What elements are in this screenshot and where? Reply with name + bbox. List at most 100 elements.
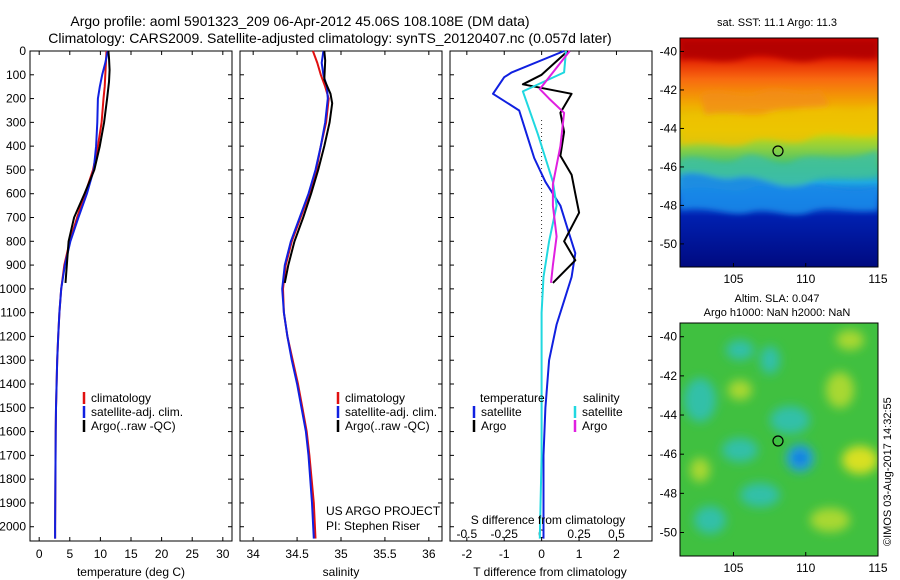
lon-tick-label: 115 <box>868 272 887 286</box>
x-tick-label: 0 <box>36 547 43 561</box>
temperature-series <box>54 50 111 539</box>
legend-temp-argo: Argo <box>481 419 507 433</box>
sla-map-axes: 105 110 115 -40 -42 -44 -46 -48 -50 <box>660 330 888 575</box>
lat-tick-label: -50 <box>660 237 678 251</box>
salinity-x-axis: 34 34.5 35 35.5 36 <box>246 51 436 561</box>
depth-tick-label: 400 <box>6 139 26 153</box>
x-tick-label: 35 <box>334 547 348 561</box>
depth-tick-label: 0 <box>19 44 26 58</box>
x-tick-label: -2 <box>461 547 472 561</box>
lon-tick-label: 105 <box>723 561 743 575</box>
x-tick-label: 0 <box>538 547 545 561</box>
difference-legend: temperature salinity satellite Argo sate… <box>472 391 623 433</box>
series-salinity-argo <box>538 50 571 284</box>
lat-tick-label: -44 <box>660 121 678 135</box>
depth-tick-label: 100 <box>6 68 26 82</box>
x-tick-label: 35.5 <box>373 547 397 561</box>
lat-tick-label: -48 <box>660 486 678 500</box>
salinity-series <box>281 50 334 539</box>
legend-salinity-title: salinity <box>583 391 620 405</box>
lat-tick-label: -44 <box>660 408 678 422</box>
x-tick-label: 30 <box>216 547 230 561</box>
x2-tick-label: 0.25 <box>567 527 591 541</box>
depth-tick-label: 200 <box>6 92 26 106</box>
x-tick-label: 36 <box>422 547 436 561</box>
sst-map-axes: 105 110 115 -40 -42 -44 -46 -48 -50 <box>660 44 888 286</box>
sst-map-frame <box>679 37 879 268</box>
sst-map-title: sat. SST: 11.1 Argo: 11.3 <box>717 17 837 29</box>
x-tick-label: 2 <box>613 547 620 561</box>
lon-tick-label: 110 <box>796 561 815 575</box>
legend-label-climatology: climatology <box>91 391 151 405</box>
legend-label-satellite: satellite-adj. clim. <box>345 405 437 419</box>
lat-tick-label: -40 <box>660 330 678 344</box>
figure-title-line2: Climatology: CARS2009. Satellite-adjuste… <box>48 30 611 46</box>
depth-tick-label: 700 <box>6 211 26 225</box>
depth-tick-label: 1900 <box>0 496 26 510</box>
figure-title-line1: Argo profile: aoml 5901323_209 06-Apr-20… <box>70 13 529 29</box>
depth-tick-label: 1000 <box>0 282 26 296</box>
sla-map-frame <box>679 322 879 557</box>
series-temperature-satellite <box>492 50 577 539</box>
sla-map-title2: Argo h1000: NaN h2000: NaN <box>704 307 851 319</box>
difference-xlabel: T difference from climatology <box>473 565 627 579</box>
series-climatology <box>282 50 330 539</box>
depth-tick-label: 1300 <box>0 353 26 367</box>
depth-tick-label: 800 <box>6 234 26 248</box>
sla-map-title1: Altim. SLA: 0.047 <box>735 293 820 305</box>
legend-temperature-title: temperature <box>480 391 545 405</box>
lat-tick-label: -50 <box>660 526 678 540</box>
x-tick-label: -1 <box>499 547 510 561</box>
sla-map-image <box>680 323 878 556</box>
lat-tick-label: -46 <box>660 447 678 461</box>
difference-panel-frame <box>449 50 653 542</box>
lon-tick-label: 110 <box>796 272 815 286</box>
depth-tick-label: 1500 <box>0 401 26 415</box>
lat-tick-label: -46 <box>660 160 678 174</box>
temperature-x-axis: 0 5 10 15 20 25 30 <box>36 51 230 561</box>
legend-label-argo: Argo(..raw -QC) <box>91 419 176 433</box>
depth-tick-label: 1700 <box>0 448 26 462</box>
depth-axis: 0 100 200 300 400 500 600 700 800 900 1000 1100 1200… <box>0 44 652 534</box>
depth-tick-label: 1600 <box>0 425 26 439</box>
depth-tick-label: 1100 <box>0 306 26 320</box>
x2-tick-label: 0 <box>538 527 545 541</box>
lat-tick-label: -40 <box>660 44 678 58</box>
lat-tick-label: -42 <box>660 369 678 383</box>
argo-location-marker <box>772 435 784 447</box>
legend-sal-satellite: satellite <box>582 405 623 419</box>
salinity-panel-frame <box>239 50 443 542</box>
x-tick-label: 15 <box>124 547 138 561</box>
legend-temp-satellite: satellite <box>481 405 522 419</box>
series-salinity-satellite <box>521 50 567 539</box>
salinity-difference-x-axis: -0.5 -0.25 0 0.25 0.5 <box>456 527 625 541</box>
x2-tick-label: 0.5 <box>608 527 625 541</box>
x-tick-label: 20 <box>155 547 169 561</box>
x2-tick-label: -0.5 <box>456 527 477 541</box>
series-climatology <box>54 50 108 539</box>
salinity-xlabel: salinity <box>323 565 360 579</box>
imos-credit: ©IMOS 03-Aug-2017 14:32:55 <box>882 397 894 546</box>
temperature-difference-x-axis: -2 -1 0 1 2 <box>461 51 620 561</box>
depth-tick-label: 1800 <box>0 472 26 486</box>
project-name: US ARGO PROJECT <box>326 504 441 518</box>
legend-label-argo: Argo(..raw -QC) <box>345 419 430 433</box>
legend-label-satellite: satellite-adj. clim. <box>91 405 183 419</box>
legend-sal-argo: Argo <box>582 419 608 433</box>
depth-tick-label: 600 <box>6 187 26 201</box>
x-tick-label: 10 <box>94 547 108 561</box>
salinity-legend: climatology satellite-adj. clim. Argo(..… <box>336 391 437 433</box>
x-tick-label: 5 <box>66 547 73 561</box>
series-satellite-adj-clim- <box>281 50 329 539</box>
project-pi: PI: Stephen Riser <box>326 519 420 533</box>
x2-tick-label: -0.25 <box>491 527 519 541</box>
series-temperature-argo <box>521 50 581 284</box>
depth-tick-label: 500 <box>6 163 26 177</box>
difference-top-label: S difference from climatology <box>471 513 626 527</box>
depth-tick-label: 2000 <box>0 520 26 534</box>
depth-tick-label: 1200 <box>0 329 26 343</box>
lon-tick-label: 115 <box>868 561 887 575</box>
x-tick-label: 34.5 <box>285 547 309 561</box>
sst-map-image <box>680 38 878 267</box>
